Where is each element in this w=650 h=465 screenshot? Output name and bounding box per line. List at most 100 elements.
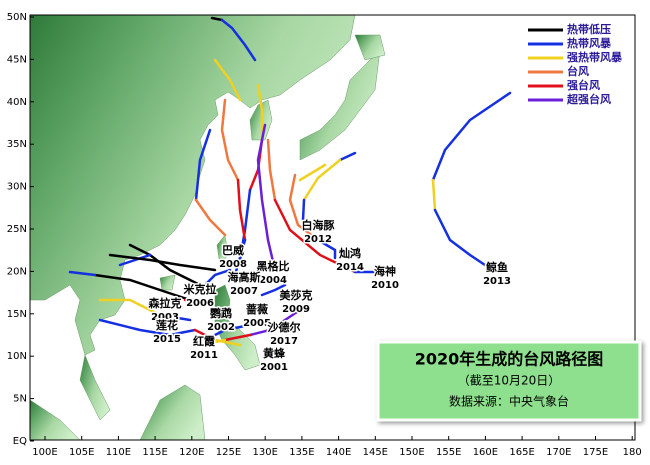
track-segment bbox=[316, 238, 337, 260]
typhoon-code: 2008 bbox=[219, 259, 247, 270]
axes: 50N 45N 40N 35N 30N 25N 20N 15N 10N 5N EQ 100E 105E 1… bbox=[7, 12, 642, 458]
track-segment bbox=[108, 253, 217, 272]
track-segment bbox=[236, 178, 247, 242]
lat-label: 45N bbox=[7, 54, 27, 65]
lon-label: 140E bbox=[326, 447, 351, 458]
lat-label: 50N bbox=[7, 12, 27, 23]
lon-label: 150E bbox=[399, 447, 424, 458]
track-segment bbox=[256, 123, 277, 272]
title: 2020年生成的台风路径图 bbox=[415, 350, 604, 369]
track-segment bbox=[220, 18, 257, 62]
lon-label: 145E bbox=[363, 447, 388, 458]
lat-label: 40N bbox=[7, 97, 27, 108]
lat-label: EQ bbox=[13, 436, 27, 447]
lon-label: 180 bbox=[623, 447, 642, 458]
track-segment bbox=[203, 323, 252, 342]
typhoon-name: 红霞 bbox=[193, 334, 216, 348]
track-segment bbox=[248, 318, 267, 327]
typhoon-code: 2003 bbox=[151, 312, 179, 323]
lat-label: 20N bbox=[7, 266, 27, 277]
track-segment bbox=[198, 338, 227, 347]
legend-label: 强热带风暴 bbox=[567, 50, 623, 64]
track-segment bbox=[93, 273, 192, 302]
typhoon-code: 2014 bbox=[336, 262, 364, 273]
track-segment bbox=[288, 173, 320, 242]
map-frame bbox=[29, 14, 636, 441]
typhoon-code: 2017 bbox=[270, 336, 298, 347]
typhoon-name: 巴威 bbox=[222, 243, 244, 257]
lon-label: 155E bbox=[436, 447, 461, 458]
typhoon-code: 2007 bbox=[230, 286, 258, 297]
lat-label: 10N bbox=[7, 351, 27, 362]
typhoon-code: 2005 bbox=[243, 318, 271, 329]
track-segment bbox=[210, 16, 224, 22]
typhoon-name: 沙德尔 bbox=[268, 320, 301, 334]
legend-label: 热带风暴 bbox=[567, 36, 612, 50]
legend-label: 强台风 bbox=[567, 78, 600, 92]
legend-label: 超强台风 bbox=[566, 92, 611, 106]
typhoon-code: 2015 bbox=[153, 334, 181, 345]
legend-label: 热带低压 bbox=[567, 22, 611, 36]
lon-label: 110E bbox=[106, 447, 131, 458]
track-segment bbox=[193, 328, 217, 342]
source: 数据来源：中央气象台 bbox=[449, 394, 569, 409]
lon-label: 120E bbox=[179, 447, 204, 458]
track-segment bbox=[248, 308, 302, 337]
track-segment bbox=[223, 333, 252, 342]
track-segment bbox=[260, 283, 287, 297]
typhoon-code: 2002 bbox=[207, 322, 235, 333]
subtitle: （截至10月20日） bbox=[458, 374, 561, 388]
typhoon-name: 白海豚 bbox=[302, 218, 336, 232]
typhoon-name: 海神 bbox=[374, 264, 396, 278]
track-segment bbox=[118, 253, 152, 267]
lon-label: 100E bbox=[32, 447, 57, 458]
track-segment bbox=[194, 128, 212, 202]
lat-label: 15N bbox=[7, 309, 27, 320]
typhoon-name: 森拉克 bbox=[149, 296, 182, 310]
lon-label: 130E bbox=[252, 447, 277, 458]
typhoon-name: 美莎克 bbox=[280, 288, 313, 302]
lat-label: 30N bbox=[7, 182, 27, 193]
track-segment bbox=[433, 208, 487, 267]
lon-label: 160E bbox=[473, 447, 498, 458]
track-segment bbox=[256, 83, 264, 142]
typhoon-name: 鲸鱼 bbox=[486, 260, 508, 274]
typhoon-name: 莲花 bbox=[156, 318, 178, 332]
lon-label: 170E bbox=[546, 447, 571, 458]
track-segment bbox=[98, 298, 162, 317]
typhoon-code: 2013 bbox=[483, 276, 511, 287]
typhoon-code: 2010 bbox=[371, 280, 399, 291]
typhoon-name: 鹦鹉 bbox=[210, 306, 232, 320]
typhoon-name: 灿鸿 bbox=[339, 246, 361, 260]
title-box: 2020年生成的台风路径图 （截至10月20日） 数据来源：中央气象台 bbox=[376, 340, 642, 422]
track-segment bbox=[198, 268, 232, 292]
track-segment bbox=[98, 318, 197, 337]
track-segment bbox=[298, 163, 327, 182]
typhoon-name: 黄蜂 bbox=[263, 346, 286, 360]
typhoon-name: 海高斯 bbox=[228, 270, 261, 284]
track-segment bbox=[431, 91, 512, 182]
track-segment bbox=[220, 98, 240, 182]
track-segment bbox=[233, 238, 247, 277]
track-segment bbox=[68, 270, 97, 277]
lon-label: 165E bbox=[509, 447, 534, 458]
lon-label: 115E bbox=[142, 447, 167, 458]
lon-label: 125E bbox=[216, 447, 241, 458]
tracks bbox=[68, 16, 512, 347]
typhoon-code: 2004 bbox=[259, 275, 287, 286]
track-segment bbox=[338, 151, 357, 162]
track-segment bbox=[213, 58, 242, 102]
track-segment bbox=[273, 198, 357, 274]
track-segment bbox=[194, 198, 227, 237]
track-segment bbox=[266, 138, 277, 202]
typhoon-labels: 白海豚 2012 灿鸿 2014 海神 2010 鲸鱼 2013 巴威 2008 黑格比 2004海高… bbox=[147, 217, 512, 375]
lon-label: 175E bbox=[583, 447, 608, 458]
track-segment bbox=[301, 198, 306, 222]
lon-label: 105E bbox=[69, 447, 94, 458]
typhoon-code: 2001 bbox=[260, 362, 288, 373]
typhoon-code: 2011 bbox=[190, 350, 218, 361]
lon-label: 135E bbox=[289, 447, 314, 458]
title-panel bbox=[376, 340, 642, 422]
